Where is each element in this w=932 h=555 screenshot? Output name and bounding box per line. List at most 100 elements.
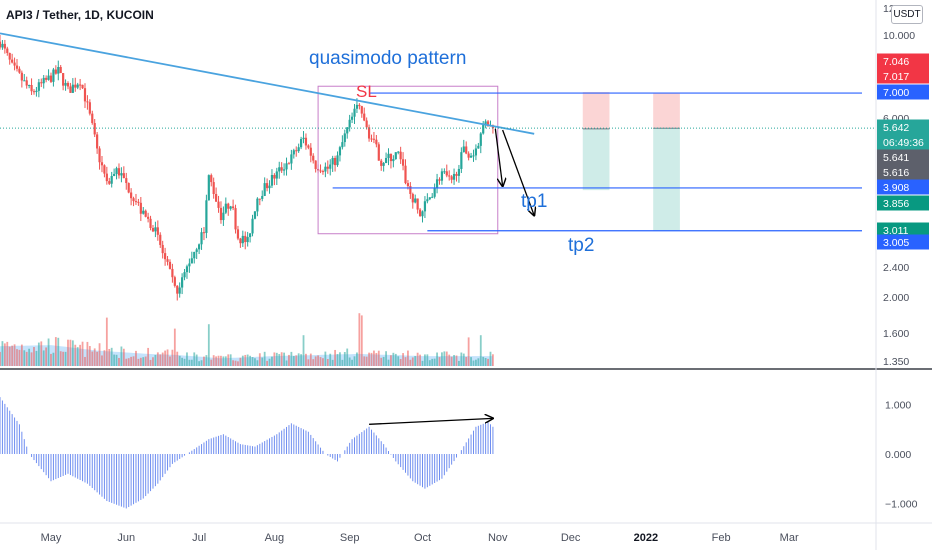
symbol-title[interactable]: API3 / Tether, 1D, KUCOIN	[6, 8, 154, 22]
volume-bar	[186, 352, 188, 366]
candle-body	[42, 77, 45, 84]
candle-body	[355, 104, 359, 109]
price-label-badge	[877, 134, 929, 150]
volume-bar	[234, 360, 237, 366]
volume-bar	[149, 359, 152, 366]
take-profit-zone[interactable]	[582, 128, 610, 191]
volume-bar	[47, 338, 50, 366]
candle-body	[336, 155, 339, 166]
candle-body	[261, 195, 264, 199]
volume-bar	[407, 350, 409, 366]
volume-bar	[334, 349, 336, 366]
volume-bar	[462, 353, 465, 366]
projection-arrow[interactable]	[494, 128, 502, 186]
volume-bar	[207, 324, 210, 366]
candle-body	[96, 134, 99, 149]
candle-body	[406, 183, 410, 187]
volume-bar	[305, 353, 307, 366]
candle-body	[278, 167, 281, 172]
projection-arrow[interactable]	[502, 129, 535, 216]
take-profit-zone[interactable]	[653, 128, 680, 231]
candle-body	[265, 183, 269, 189]
price-label-badge	[877, 84, 929, 100]
volume-bar	[290, 351, 293, 366]
volume-bar	[302, 335, 305, 366]
candle-body	[171, 268, 174, 278]
price-axis-tick: 1.600	[883, 328, 909, 340]
volume-bar	[152, 357, 154, 366]
price-label-badge	[877, 53, 929, 69]
stop-loss-zone[interactable]	[653, 92, 680, 129]
volume-bar	[353, 356, 356, 366]
candle-body	[256, 198, 259, 212]
volume-bar	[205, 355, 208, 366]
volume-bar	[309, 353, 312, 366]
volume-bar	[3, 343, 6, 366]
currency-badge[interactable]: USDT	[891, 5, 923, 24]
volume-bar	[317, 355, 319, 366]
candle-body	[35, 90, 38, 93]
volume-bar	[443, 351, 446, 366]
time-axis-label: Mar	[780, 532, 799, 544]
candle-body	[227, 203, 230, 209]
volume-bar	[115, 354, 118, 366]
candle-body	[81, 84, 84, 89]
volume-bar	[450, 356, 453, 366]
price-label-badge	[877, 68, 929, 84]
candle-body	[472, 155, 475, 157]
volume-bar	[28, 348, 31, 366]
candle-body	[273, 174, 276, 179]
volume-bar	[45, 347, 48, 366]
volume-bar	[74, 344, 77, 366]
candle-body	[423, 201, 427, 212]
candle-body	[443, 171, 446, 173]
price-label-text: 3.005	[883, 237, 909, 249]
stop-loss-label: SL	[356, 82, 377, 101]
volume-bar	[62, 351, 65, 366]
volume-bar	[477, 358, 480, 366]
candle-body	[295, 150, 298, 152]
candle-body	[28, 85, 31, 87]
candle-body	[244, 235, 247, 243]
divergence-arrow[interactable]	[369, 418, 493, 425]
candle-body	[367, 127, 371, 139]
quasimodo-box[interactable]	[317, 85, 499, 235]
stop-loss-zone[interactable]	[582, 91, 610, 129]
volume-bar	[373, 350, 375, 366]
price-axis-tick: 1.350	[883, 356, 909, 368]
volume-bar	[217, 355, 220, 366]
volume-bar	[314, 356, 317, 366]
candle-body	[103, 165, 106, 174]
candle-body	[285, 163, 288, 170]
candle-body	[326, 166, 329, 169]
candle-body	[251, 218, 254, 234]
volume-bar	[6, 341, 9, 366]
volume-bar	[336, 354, 339, 366]
volume-bar	[30, 352, 33, 366]
volume-bar	[365, 356, 368, 366]
candle-body	[37, 82, 40, 91]
candle-body	[365, 120, 368, 128]
volume-bar	[171, 349, 174, 366]
price-label-badge	[877, 234, 929, 250]
volume-bar	[428, 360, 431, 366]
price-label-text: 3.856	[883, 198, 909, 210]
volume-bar	[409, 359, 412, 366]
volume-bar	[40, 341, 43, 366]
candle-body	[321, 171, 325, 173]
time-axis-label: Oct	[414, 532, 431, 544]
volume-bar	[193, 352, 196, 366]
candle-body	[324, 166, 327, 172]
volume-bar	[212, 355, 215, 366]
volume-bar	[181, 357, 184, 366]
volume-bar	[203, 356, 205, 366]
candle-body	[176, 285, 179, 294]
trendline[interactable]	[0, 32, 535, 135]
candle-body	[343, 133, 346, 143]
candle-body	[100, 162, 104, 166]
candle-body	[258, 198, 261, 200]
candle-body	[350, 116, 354, 120]
candle-body	[205, 200, 208, 233]
volume-bar	[436, 352, 438, 366]
